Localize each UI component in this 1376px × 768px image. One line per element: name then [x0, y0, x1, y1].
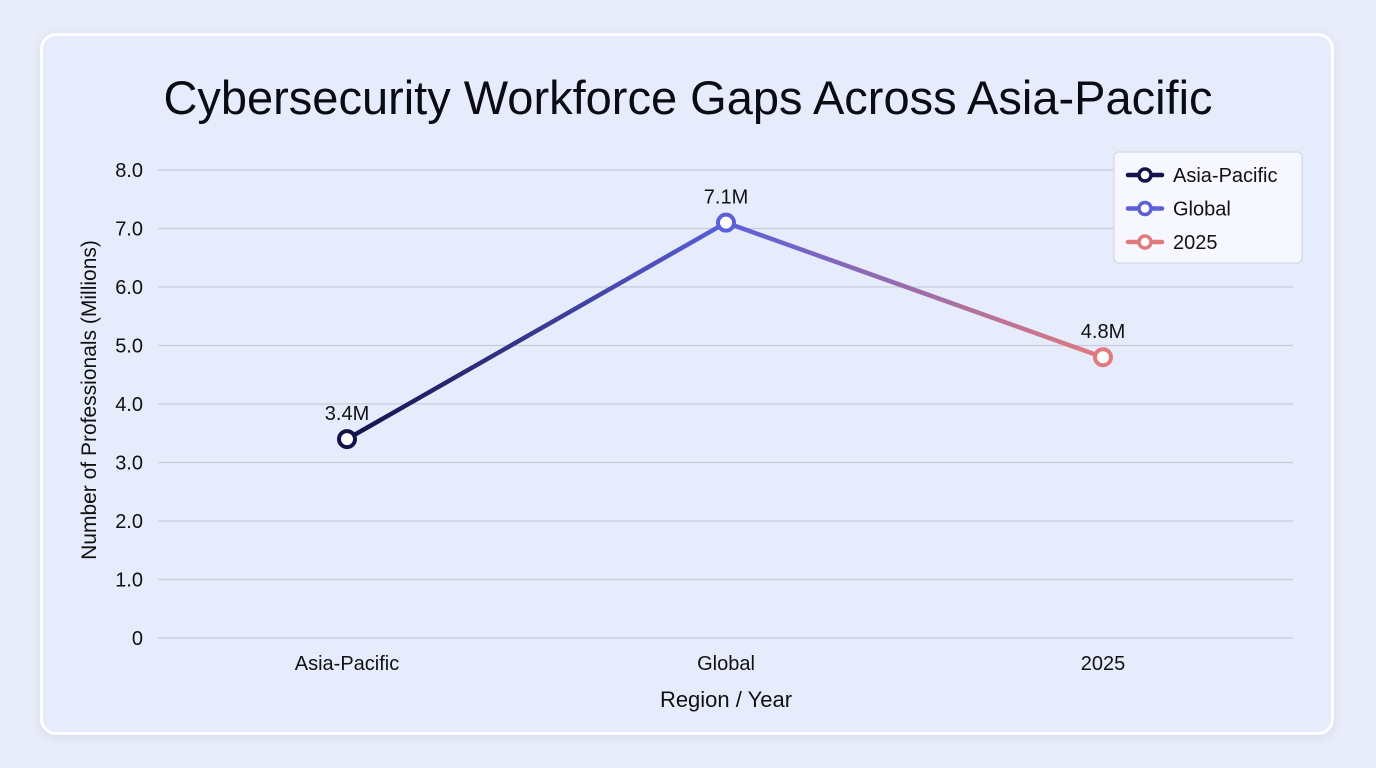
x-axis-label: Region / Year	[660, 687, 792, 712]
legend-marker	[1137, 234, 1153, 250]
series-line-segment	[723, 220, 1106, 360]
data-label: 7.1M	[704, 187, 748, 209]
legend-box	[1113, 151, 1303, 264]
legend-label: Asia-Pacific	[1173, 165, 1277, 187]
y-tick-label: 1.0	[115, 570, 143, 592]
y-axis-ticks: 0 1.0 2.0 3.0 4.0 5.0 6.0 7.0 8.0	[115, 160, 143, 650]
data-label: 3.4M	[325, 403, 369, 425]
series-lines	[344, 220, 1106, 442]
chart-title: Cybersecurity Workforce Gaps Across Asia…	[163, 71, 1213, 124]
data-labels: 3.4M 7.1M 4.8M	[325, 187, 1125, 425]
y-tick-label: 6.0	[115, 277, 143, 299]
data-points	[337, 212, 1113, 450]
y-tick-label: 7.0	[115, 219, 143, 241]
y-tick-label: 8.0	[115, 160, 143, 182]
y-axis-label: Number of Professionals (Millions)	[78, 240, 101, 560]
x-tick-label: Asia-Pacific	[295, 653, 399, 675]
data-point	[337, 429, 357, 450]
data-label: 4.8M	[1081, 321, 1125, 343]
data-point	[716, 212, 736, 233]
grid-lines	[158, 169, 1293, 639]
x-axis-ticks: Asia-Pacific Global 2025	[295, 653, 1125, 675]
legend-label: Global	[1173, 199, 1231, 221]
legend: Asia-Pacific Global 2025	[1113, 151, 1303, 264]
y-tick-label: 2.0	[115, 511, 143, 533]
x-tick-label: Global	[697, 653, 755, 675]
legend-marker	[1137, 167, 1153, 183]
x-tick-label: 2025	[1081, 653, 1126, 675]
chart-card	[40, 33, 1334, 735]
series-line-segment	[344, 220, 729, 442]
y-tick-label: 0	[132, 628, 143, 650]
data-point	[1093, 347, 1113, 368]
legend-marker	[1137, 200, 1153, 217]
y-tick-label: 4.0	[115, 394, 143, 416]
y-tick-label: 3.0	[115, 453, 143, 475]
legend-label: 2025	[1173, 232, 1218, 254]
y-tick-label: 5.0	[115, 336, 143, 358]
